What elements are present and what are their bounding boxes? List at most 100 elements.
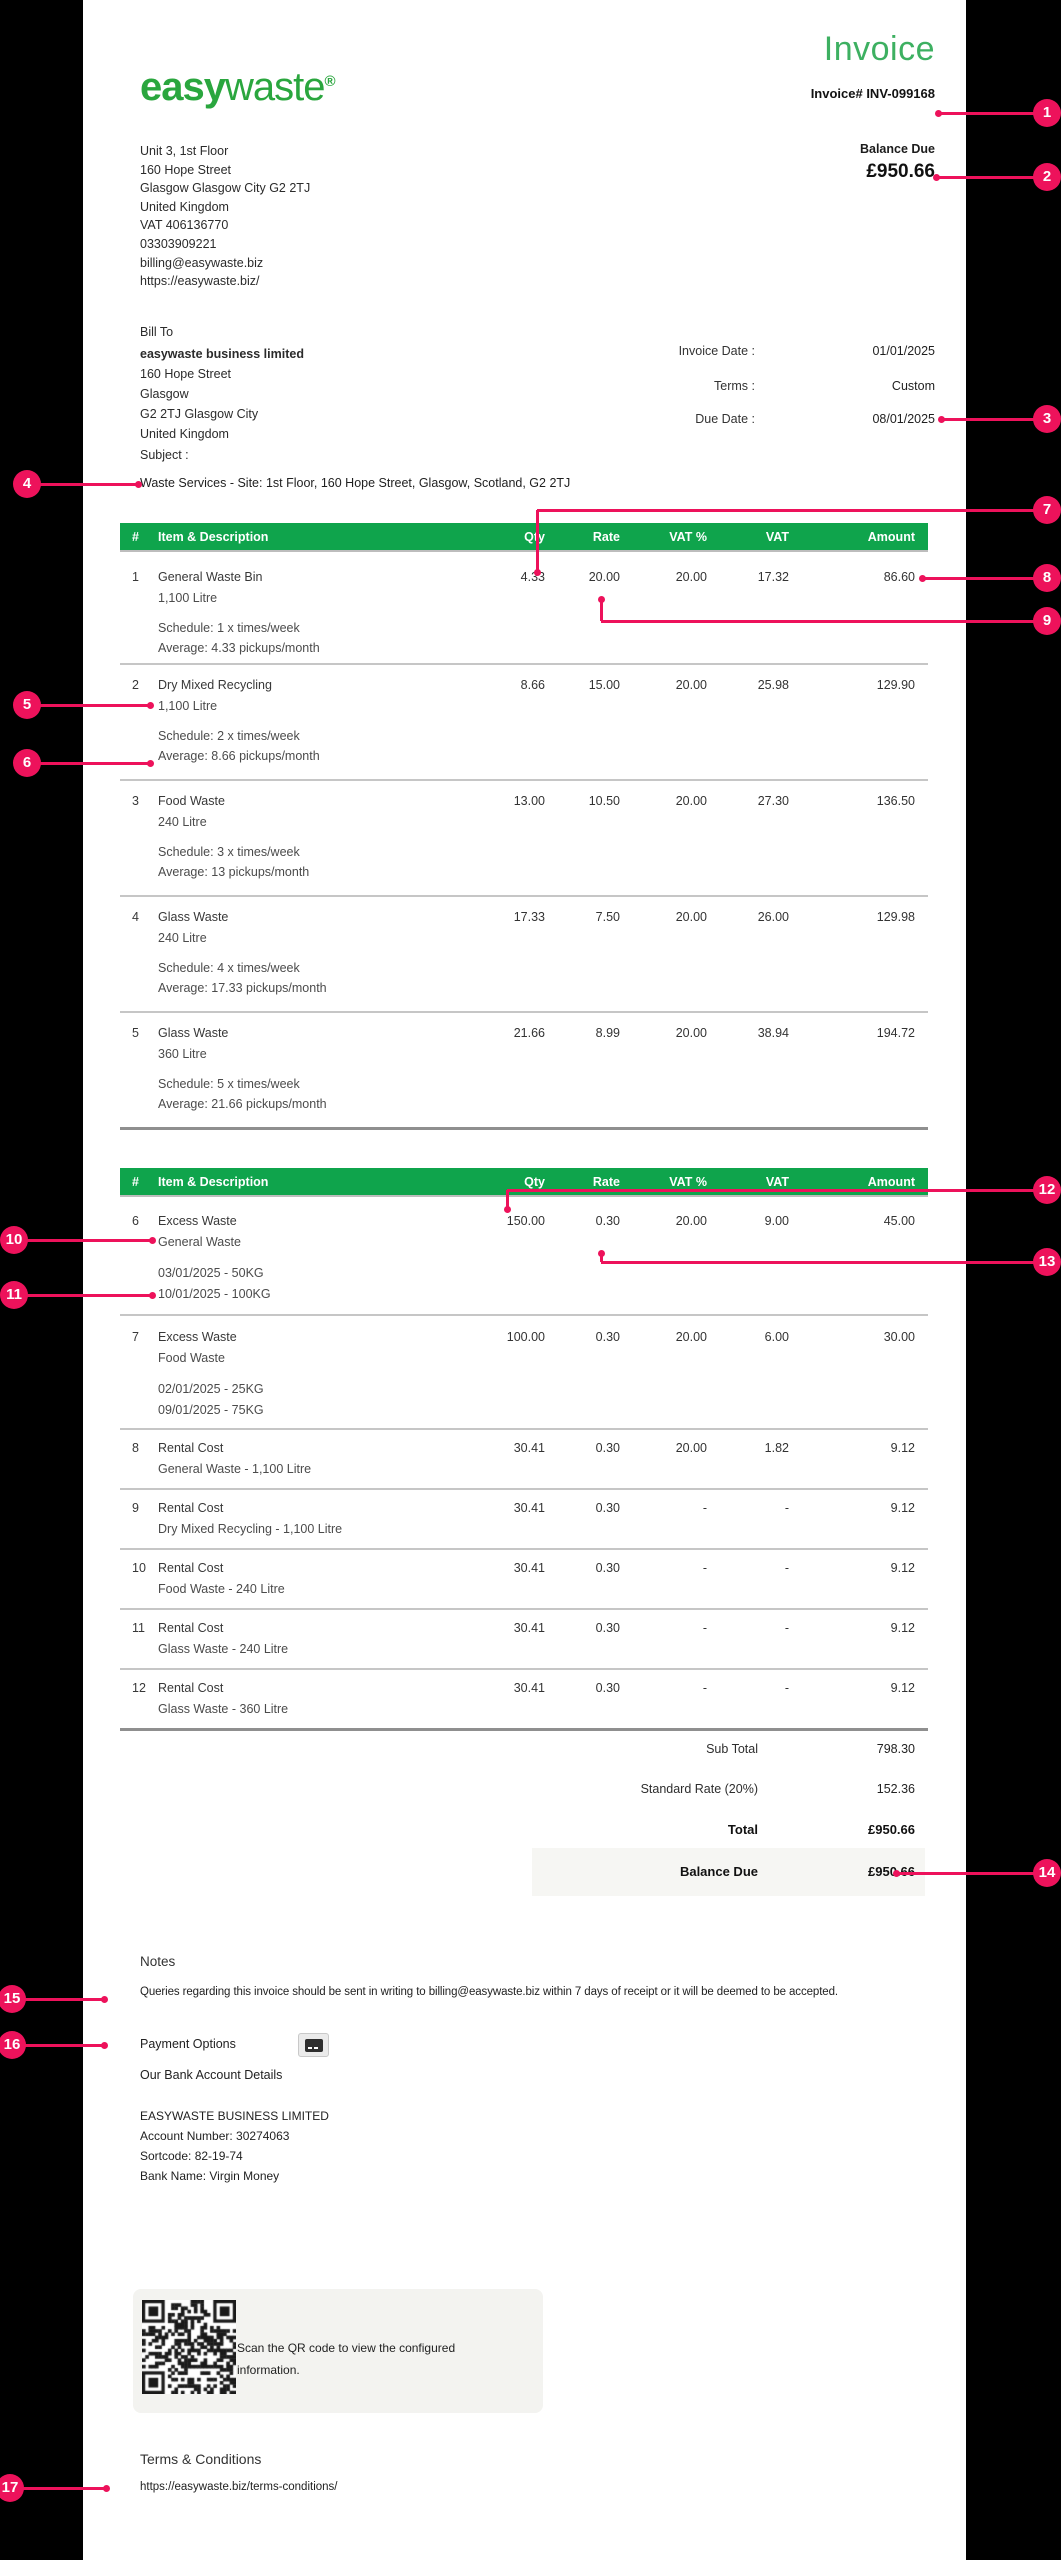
item-title: General Waste Bin [158, 570, 263, 584]
callout-marker-1: 1 [1033, 99, 1061, 127]
callout-line [938, 112, 1047, 115]
row-divider [120, 779, 928, 781]
credit-card-icon [305, 2039, 323, 2052]
bill-to-name: easywaste business limited [140, 347, 304, 361]
item-title: Glass Waste [158, 910, 229, 924]
cell-vat: 25.98 [757, 678, 789, 692]
cell-vat_pct: - [702, 1501, 707, 1515]
row-number: 10 [132, 1561, 146, 1575]
qr-code [142, 2300, 236, 2394]
item-description: 240 Litre [158, 815, 207, 829]
callout-marker-12: 12 [1033, 1176, 1061, 1204]
col-header: Qty [524, 530, 545, 544]
cell-amount: 129.90 [876, 678, 915, 692]
cell-vat: - [784, 1621, 789, 1635]
col-header: Amount [867, 1175, 915, 1189]
callout-dot [101, 2042, 108, 2049]
total-label: Sub Total [706, 1742, 758, 1756]
company-logo: easywaste® [140, 60, 336, 109]
row-divider [120, 1314, 928, 1316]
col-header: Rate [592, 1175, 620, 1189]
item-extra-line: Schedule: 4 x times/week [158, 961, 300, 975]
cell-vat_pct: 20.00 [675, 1330, 707, 1344]
callout-marker-3: 3 [1033, 405, 1061, 433]
cell-vat_pct: 20.00 [675, 1026, 707, 1040]
cell-vat_pct: - [702, 1681, 707, 1695]
bill-to-block: Bill To easywaste business limited 160 H… [140, 322, 304, 444]
callout-line [601, 1261, 1047, 1264]
bank-details-heading: Our Bank Account Details [140, 2068, 283, 2082]
notes-heading: Notes [140, 1954, 176, 1969]
total-value: 152.36 [876, 1782, 915, 1796]
col-header-num: # [132, 1175, 139, 1189]
payment-card-button[interactable] [298, 2033, 329, 2057]
callout-line [507, 1189, 1047, 1192]
callout-dot [149, 1237, 156, 1244]
company-address-line: VAT 406136770 [140, 218, 229, 233]
callout-dot [135, 481, 142, 488]
balance-due-summary: Balance Due £950.66 [860, 142, 935, 183]
callout-line [12, 2044, 104, 2047]
item-extra-line: 03/01/2025 - 50KG [158, 1266, 264, 1280]
cell-amount: 194.72 [876, 1026, 915, 1040]
callout-dot [598, 1250, 605, 1257]
bill-to-line: Glasgow [140, 387, 189, 401]
callout-dot [147, 760, 154, 767]
cell-vat_pct: 20.00 [675, 910, 707, 924]
payment-options-label: Payment Options [140, 2037, 236, 2051]
row-number: 7 [132, 1330, 139, 1344]
callout-line [12, 1998, 104, 2001]
balance-due-value: £950.66 [866, 161, 935, 182]
callout-line [14, 1239, 152, 1242]
callout-dot [504, 1206, 511, 1213]
company-address: Unit 3, 1st Floor 160 Hope Street Glasgow … [140, 142, 310, 291]
cell-amount: 30.00 [883, 1330, 915, 1344]
col-header-item: Item & Description [158, 1175, 269, 1189]
row-divider [120, 895, 928, 897]
callout-line [10, 2487, 106, 2490]
item-extra-line: Average: 8.66 pickups/month [158, 749, 320, 763]
cell-rate: 7.50 [595, 910, 620, 924]
callout-line [537, 509, 1047, 512]
item-extra-line: 09/01/2025 - 75KG [158, 1403, 264, 1417]
callout-marker-7: 7 [1033, 496, 1061, 524]
cell-amount: 9.12 [890, 1621, 915, 1635]
callout-line [896, 1872, 1047, 1875]
invoice-meta-value: Custom [891, 379, 935, 393]
cell-qty: 17.33 [513, 910, 545, 924]
cell-qty: 8.66 [520, 678, 545, 692]
cell-rate: 15.00 [588, 678, 620, 692]
notes-body: Queries regarding this invoice should be… [140, 1986, 838, 1998]
callout-marker-5: 5 [13, 691, 41, 719]
callout-line [941, 418, 1047, 421]
item-description: Food Waste [158, 1351, 225, 1365]
item-extra-line: 02/01/2025 - 25KG [158, 1382, 264, 1396]
cell-rate: 10.50 [588, 794, 620, 808]
row-number: 11 [132, 1621, 145, 1635]
invoice-header: Invoice Invoice# INV-099168 [811, 28, 935, 101]
cell-qty: 100.00 [506, 1330, 545, 1344]
callout-line [27, 483, 138, 486]
item-title: Dry Mixed Recycling [158, 678, 272, 692]
cell-vat: 1.82 [764, 1441, 789, 1455]
cell-amount: 9.12 [890, 1441, 915, 1455]
cell-rate: 0.30 [595, 1501, 620, 1515]
cell-qty: 13.00 [513, 794, 545, 808]
cell-rate: 0.30 [595, 1214, 620, 1228]
row-divider [120, 1011, 928, 1013]
row-number: 4 [132, 910, 139, 924]
cell-amount: 86.60 [883, 570, 915, 584]
item-title: Rental Cost [158, 1441, 224, 1455]
bank-detail-line: EASYWASTE BUSINESS LIMITED [140, 2109, 329, 2123]
cell-vat: - [784, 1501, 789, 1515]
row-number: 3 [132, 794, 139, 808]
callout-line [27, 762, 150, 765]
cell-vat_pct: - [702, 1561, 707, 1575]
callout-dot [103, 2485, 110, 2492]
subject-value: Waste Services - Site: 1st Floor, 160 Ho… [140, 476, 571, 490]
bill-to-label: Bill To [140, 325, 174, 339]
bill-to-line: G2 2TJ Glasgow City [140, 407, 259, 421]
terms-url: https://easywaste.biz/terms-conditions/ [140, 2481, 338, 2493]
callout-dot [933, 174, 940, 181]
